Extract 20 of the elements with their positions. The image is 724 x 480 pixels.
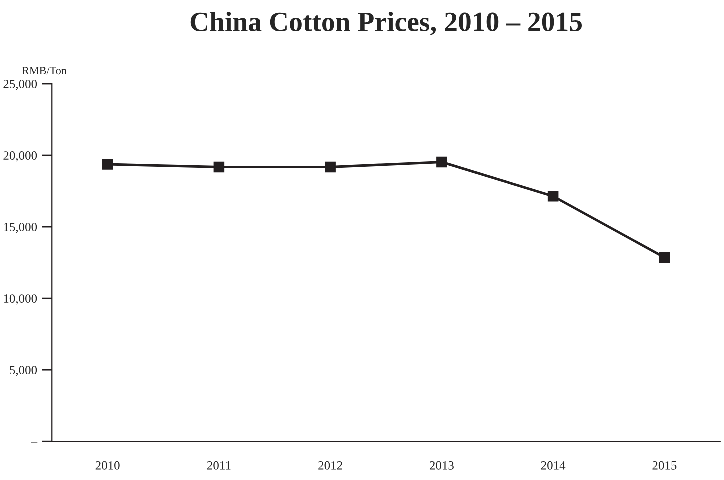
x-tick-label: 2012 [318,461,342,470]
x-tick-label: 2010 [96,461,120,470]
point [548,191,559,202]
point [214,162,225,173]
y-tick-label: 25,000 [4,80,38,90]
point [659,252,670,264]
y-axis-title: RMB/Ton [22,67,67,75]
x-tick-label: 2014 [541,461,566,470]
y-tick-label: 5,000 [10,366,38,376]
y-tick-label: 15,000 [4,223,38,234]
x-tick-label: 2011 [207,461,231,470]
point [325,162,336,173]
y-tick-label: 20,000 [4,152,38,162]
chart-title: China Cotton Prices, 2010 – 2015 [190,12,582,36]
point [436,156,448,168]
y-tick-label: – [31,442,38,444]
x-tick-label: 2013 [430,461,454,470]
point [102,159,114,170]
y-tick-label: 10,000 [4,294,38,305]
x-tick-label: 2015 [652,461,677,470]
